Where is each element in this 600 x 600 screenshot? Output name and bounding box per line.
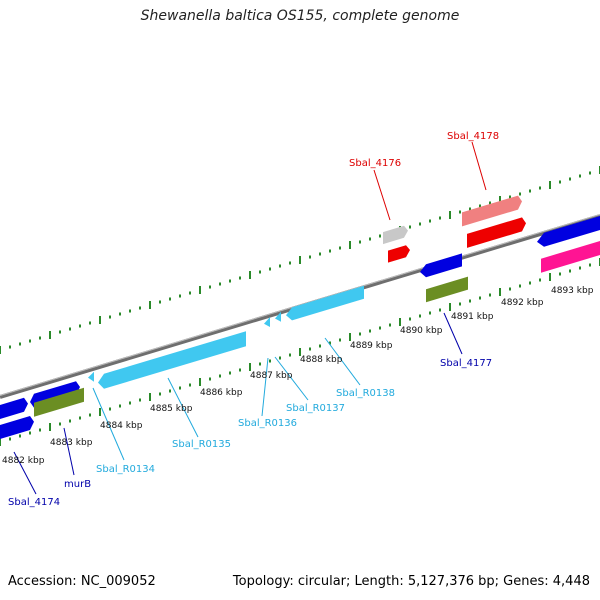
tick-label-4886: 4886 kbp (200, 388, 243, 398)
tick-label-4882: 4882 kbp (2, 456, 45, 466)
tick-label-4892: 4892 kbp (501, 298, 544, 308)
gene-sbal-r0137[interactable] (275, 311, 281, 324)
tick-label-4889: 4889 kbp (350, 341, 393, 351)
tick-label-4884: 4884 kbp (100, 421, 143, 431)
gene-sbal-4178[interactable] (467, 216, 526, 248)
gene-sbal-r0134[interactable] (88, 371, 94, 384)
gene-murb[interactable] (34, 387, 84, 417)
tick-label-4890: 4890 kbp (400, 326, 443, 336)
gene-sbal-4177[interactable] (420, 253, 462, 279)
gene-right-magenta[interactable] (541, 240, 600, 273)
label-sbal-4177[interactable]: Sbal_4177 (440, 358, 492, 369)
tick-label-4893: 4893 kbp (551, 286, 594, 296)
gene-sbal-r0136[interactable] (264, 316, 270, 329)
gene-sbal-4178-pink[interactable] (462, 194, 522, 227)
gene-right-blue[interactable] (537, 215, 600, 249)
tick-label-4883: 4883 kbp (50, 438, 93, 448)
gene-sbal-4174-top[interactable] (0, 397, 28, 419)
gene-sbal-4176[interactable] (388, 244, 410, 263)
map-title: Shewanella baltica OS155, complete genom… (140, 8, 460, 24)
label-sbal-4178[interactable]: Sbal_4178 (447, 131, 499, 142)
outer-tick-track (0, 166, 600, 354)
label-murb[interactable]: murB (64, 479, 91, 490)
gene-sbal-4176-grey[interactable] (383, 225, 408, 245)
label-sbal-r0138[interactable]: Sbal_R0138 (336, 388, 395, 399)
gene-sbal-4177-olive[interactable] (426, 276, 468, 303)
tick-label-4888: 4888 kbp (300, 355, 343, 365)
topology-text: Topology: circular; Length: 5,127,376 bp… (232, 574, 590, 589)
tick-label-4891: 4891 kbp (451, 312, 494, 322)
gene-sbal-r0138[interactable] (286, 285, 364, 322)
accession-text: Accession: NC_009052 (8, 574, 156, 589)
gene-sbal-4174[interactable] (0, 415, 34, 439)
tick-labels: 4882 kbp 4883 kbp 4884 kbp 4885 kbp 4886… (2, 286, 594, 466)
label-sbal-r0135[interactable]: Sbal_R0135 (172, 439, 231, 450)
label-sbal-4174[interactable]: Sbal_4174 (8, 497, 60, 508)
label-leaders (13, 141, 487, 495)
gene-sbal-r0135[interactable] (98, 331, 246, 390)
tick-label-4885: 4885 kbp (150, 404, 193, 414)
label-sbal-r0134[interactable]: Sbal_R0134 (96, 464, 155, 475)
gene-labels: Sbal_4174 murB Sbal_R0134 Sbal_R0135 Sba… (8, 131, 499, 508)
inner-tick-track (0, 258, 600, 446)
tick-label-4887: 4887 kbp (250, 371, 293, 381)
label-sbal-4176[interactable]: Sbal_4176 (349, 158, 401, 169)
gene-track (0, 194, 600, 439)
label-sbal-r0136[interactable]: Sbal_R0136 (238, 418, 297, 429)
label-sbal-r0137[interactable]: Sbal_R0137 (286, 403, 345, 414)
